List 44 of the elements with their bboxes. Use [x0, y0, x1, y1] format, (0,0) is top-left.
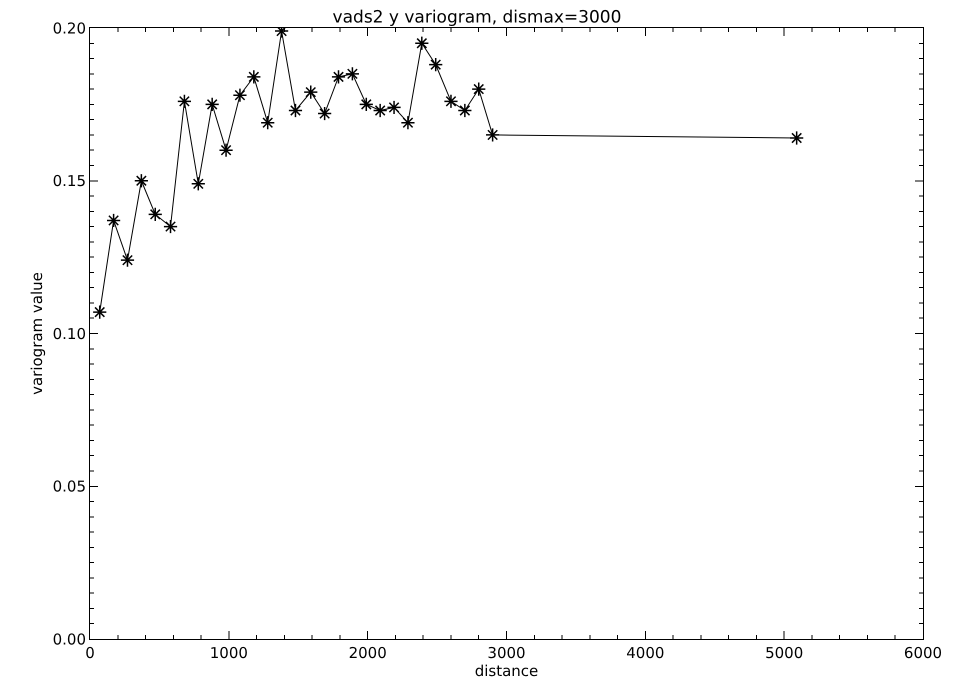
x-tick-label: 3000 [487, 644, 526, 662]
point [386, 100, 402, 115]
point [317, 106, 332, 121]
y-axis-title: variogram value [28, 272, 46, 395]
point [471, 82, 486, 96]
point [260, 115, 276, 130]
y-tick-label: 0.05 [52, 478, 86, 496]
point [148, 207, 163, 222]
point [458, 103, 472, 118]
point [177, 94, 192, 109]
point [789, 130, 804, 146]
point [204, 97, 220, 112]
point [246, 70, 262, 84]
point [414, 36, 430, 51]
point [400, 115, 416, 130]
x-tick-label: 1000 [210, 644, 248, 662]
y-tick-label: 0.00 [52, 630, 86, 648]
point [485, 128, 500, 142]
point [134, 173, 149, 188]
point [232, 88, 248, 103]
chart-title: vads2 y variogram, dismax=3000 [332, 7, 622, 28]
point [372, 103, 388, 118]
point [163, 219, 178, 234]
point [303, 84, 318, 100]
point [218, 142, 234, 158]
x-tick-label: 5000 [765, 644, 804, 662]
point [92, 304, 108, 320]
x-tick-label: 2000 [348, 644, 387, 662]
y-tick-label: 0.20 [52, 19, 86, 38]
point [428, 57, 444, 72]
point [331, 70, 346, 84]
point [288, 103, 303, 118]
point [358, 97, 374, 112]
point [345, 66, 360, 82]
x-tick-label: 4000 [626, 644, 664, 662]
point [120, 252, 135, 268]
y-tick-label: 0.15 [52, 172, 86, 190]
point [106, 213, 121, 228]
y-tick-label: 0.10 [52, 324, 86, 343]
point [444, 94, 458, 109]
x-axis-title: distance [474, 662, 538, 680]
x-tick-label: 6000 [904, 644, 942, 662]
x-tick-label: 0 [85, 644, 95, 662]
point [190, 176, 206, 192]
